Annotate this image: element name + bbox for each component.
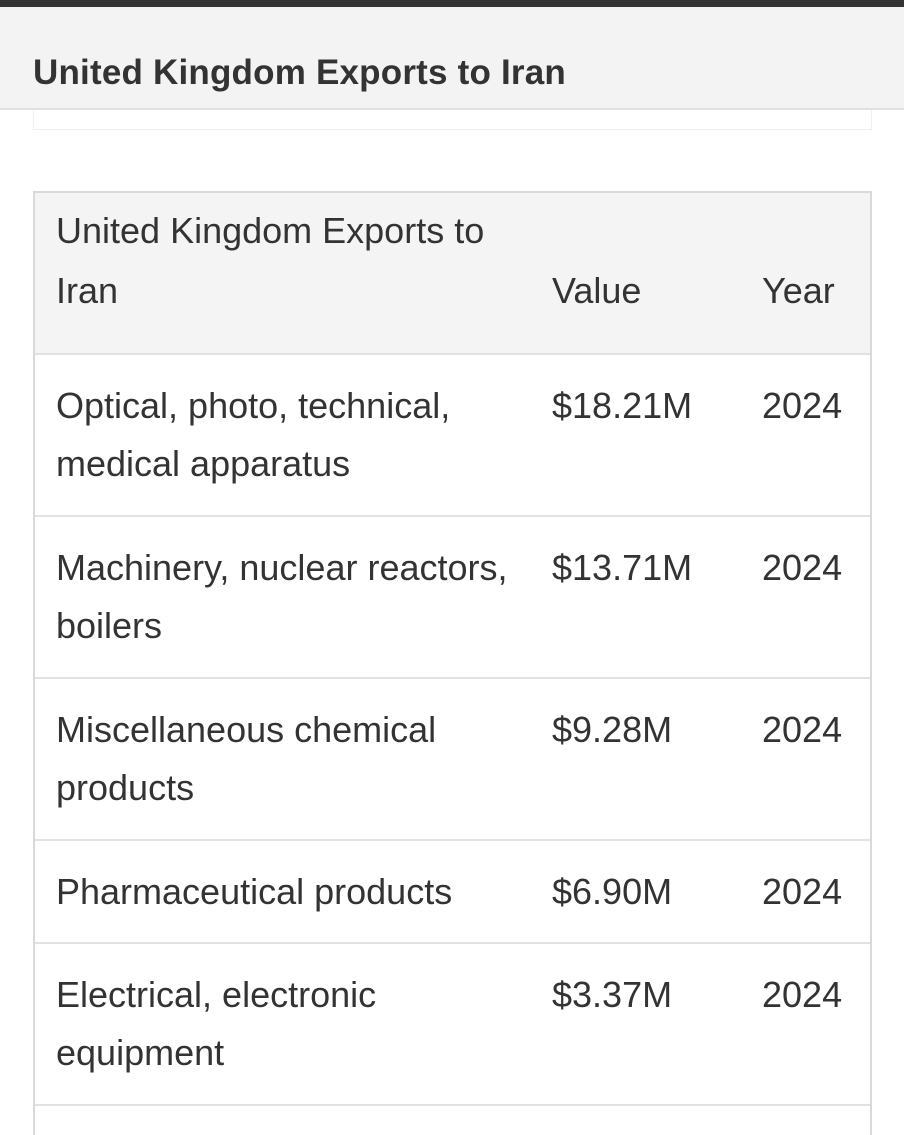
product-cell: Miscellaneous chemical products [35, 677, 531, 840]
year-cell [741, 1104, 870, 1135]
year-cell: 2024 [741, 677, 870, 840]
product-cell: Optical, photo, technical, medical appar… [35, 353, 531, 516]
column-header-product: United Kingdom Exports to Iran [35, 193, 531, 354]
value-cell: $3.37M [531, 942, 741, 1105]
year-cell: 2024 [741, 942, 870, 1105]
section-title: United Kingdom Exports to Iran [33, 53, 566, 92]
section-header: United Kingdom Exports to Iran [0, 7, 904, 110]
value-cell: $9.28M [531, 677, 741, 840]
product-cell: Pharmaceutical products [35, 839, 531, 943]
year-cell: 2024 [741, 839, 870, 943]
year-cell: 2024 [741, 515, 870, 678]
column-header-year: Year [741, 193, 870, 354]
exports-table: United Kingdom Exports to Iran Value Yea… [35, 193, 870, 1135]
value-cell [531, 1104, 741, 1135]
table-row: Miscellaneous chemical products $9.28M 2… [35, 677, 870, 840]
column-header-value: Value [531, 193, 741, 354]
table-row: Pharmaceutical products $6.90M 2024 [35, 839, 870, 943]
product-cell: Electrical, electronic equipment [35, 942, 531, 1105]
table-row: Electrical, electronic equipment $3.37M … [35, 942, 870, 1105]
year-cell: 2024 [741, 353, 870, 516]
table-row-partial [35, 1104, 870, 1135]
product-cell: Machinery, nuclear reactors, boilers [35, 515, 531, 678]
table-row: Optical, photo, technical, medical appar… [35, 353, 870, 516]
exports-table-container: United Kingdom Exports to Iran Value Yea… [33, 191, 872, 1135]
value-cell: $6.90M [531, 839, 741, 943]
table-row: Machinery, nuclear reactors, boilers $13… [35, 515, 870, 678]
value-cell: $13.71M [531, 515, 741, 678]
embed-placeholder [33, 110, 872, 130]
product-cell [35, 1104, 531, 1135]
table-header-row: United Kingdom Exports to Iran Value Yea… [35, 193, 870, 354]
top-bar [0, 0, 904, 7]
value-cell: $18.21M [531, 353, 741, 516]
